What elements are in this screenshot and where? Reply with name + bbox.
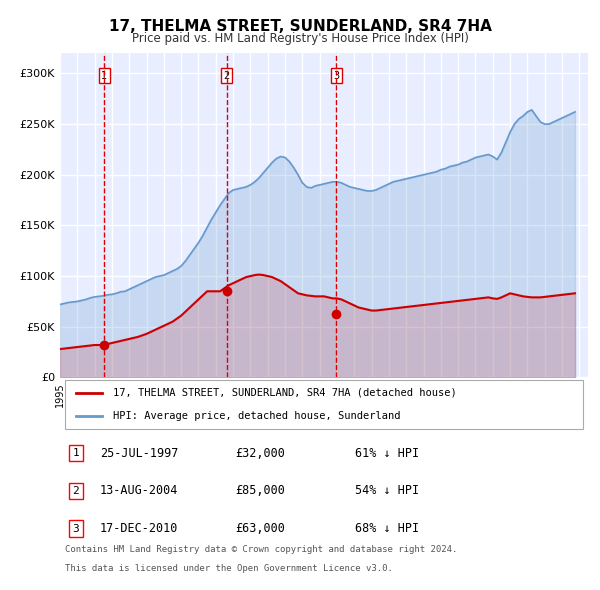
Text: Price paid vs. HM Land Registry's House Price Index (HPI): Price paid vs. HM Land Registry's House …	[131, 32, 469, 45]
Text: 61% ↓ HPI: 61% ↓ HPI	[355, 447, 419, 460]
Text: HPI: Average price, detached house, Sunderland: HPI: Average price, detached house, Sund…	[113, 411, 400, 421]
Text: 13-AUG-2004: 13-AUG-2004	[100, 484, 178, 497]
Text: 17-DEC-2010: 17-DEC-2010	[100, 522, 178, 535]
Text: This data is licensed under the Open Government Licence v3.0.: This data is licensed under the Open Gov…	[65, 564, 393, 573]
Text: 2: 2	[223, 71, 230, 81]
Text: 25-JUL-1997: 25-JUL-1997	[100, 447, 178, 460]
Text: 1: 1	[73, 448, 79, 458]
Text: £63,000: £63,000	[236, 522, 286, 535]
Text: 54% ↓ HPI: 54% ↓ HPI	[355, 484, 419, 497]
Text: 2: 2	[73, 486, 79, 496]
Text: 3: 3	[73, 524, 79, 534]
Text: Contains HM Land Registry data © Crown copyright and database right 2024.: Contains HM Land Registry data © Crown c…	[65, 545, 458, 554]
Text: 68% ↓ HPI: 68% ↓ HPI	[355, 522, 419, 535]
Text: £32,000: £32,000	[236, 447, 286, 460]
Text: 17, THELMA STREET, SUNDERLAND, SR4 7HA (detached house): 17, THELMA STREET, SUNDERLAND, SR4 7HA (…	[113, 388, 457, 398]
Text: 1: 1	[101, 71, 107, 81]
FancyBboxPatch shape	[65, 380, 583, 429]
Text: £85,000: £85,000	[236, 484, 286, 497]
Text: 3: 3	[333, 71, 340, 81]
Text: 17, THELMA STREET, SUNDERLAND, SR4 7HA: 17, THELMA STREET, SUNDERLAND, SR4 7HA	[109, 19, 491, 34]
